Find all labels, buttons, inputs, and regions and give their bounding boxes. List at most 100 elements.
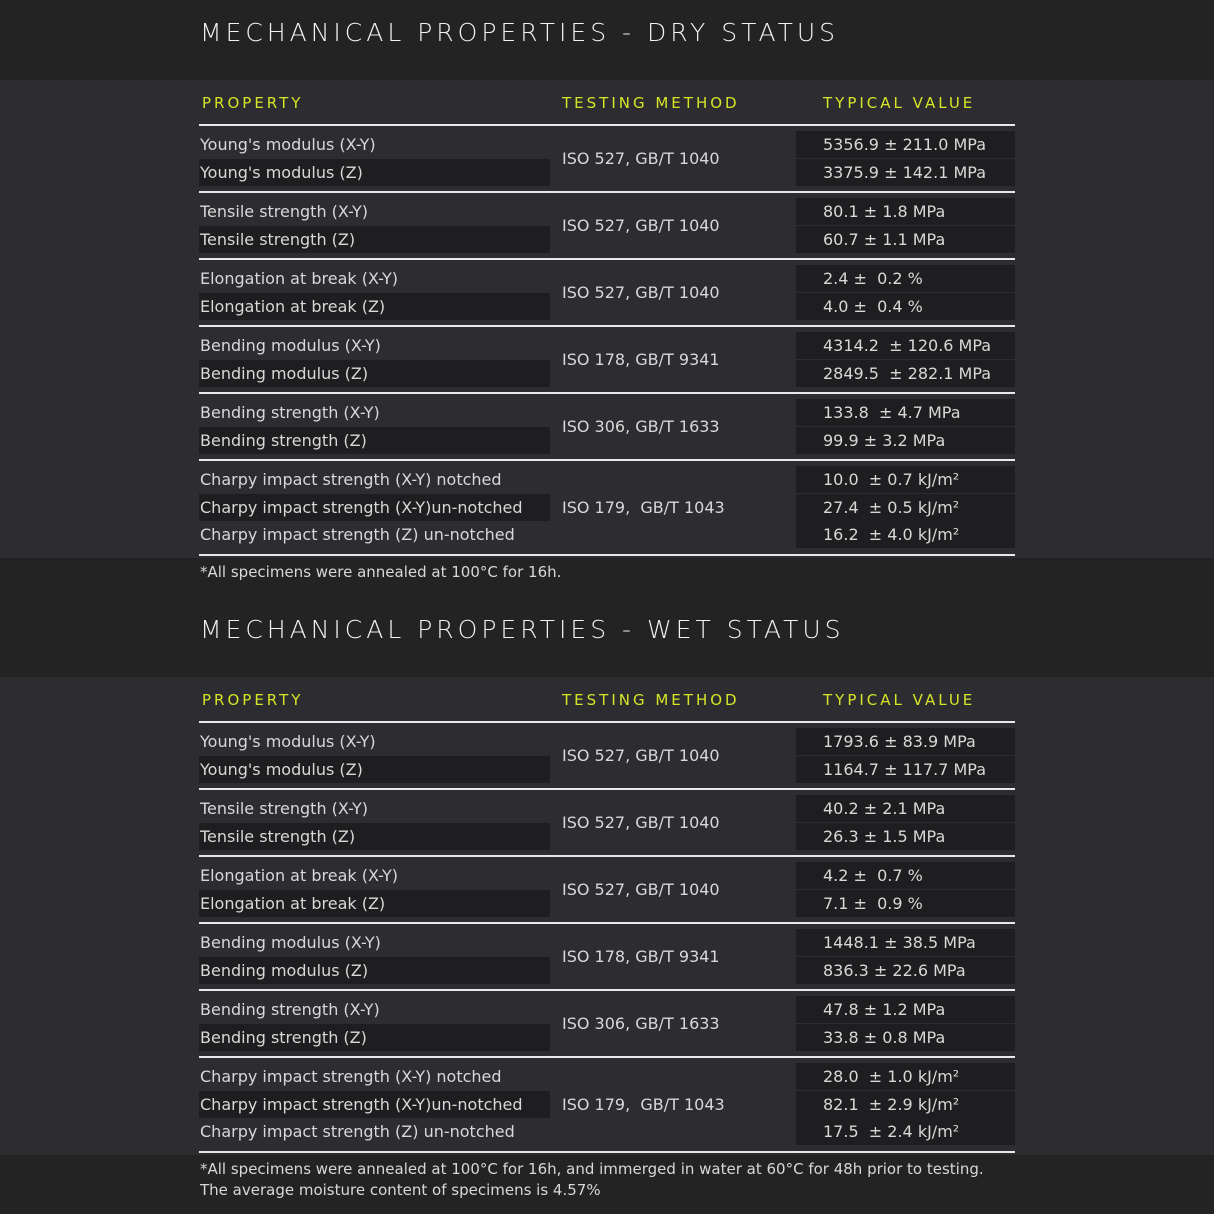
value: 33.8 ± 0.8 MPa [823,1027,946,1047]
value: 47.8 ± 1.2 MPa [823,1000,946,1019]
value-stripe [796,265,1015,292]
value: 2.4 ± 0.2 % [823,269,923,288]
property: Charpy impact strength (X-Y) notched [200,1067,502,1086]
rule [199,124,1015,126]
rule [199,191,1015,193]
method: ISO 306, GB/T 1633 [562,417,720,436]
value: 17.5 ± 2.4 kJ/m² [823,1122,960,1141]
header-value: TYPICAL VALUE [823,94,976,112]
row-stripe [199,225,550,253]
value-stripe [796,493,1015,521]
value-stripe [796,1118,1015,1145]
value-stripe [796,426,1015,454]
rule [199,325,1015,327]
property: Bending modulus (X-Y) [200,336,381,355]
method: ISO 527, GB/T 1040 [562,880,720,899]
property: Young's modulus (Z) [200,759,363,779]
property: Bending strength (Z) [200,430,367,450]
property: Elongation at break (X-Y) [200,866,399,885]
property: Charpy impact strength (Z) un-notched [200,525,515,544]
value-stripe [796,292,1015,320]
value: 82.1 ± 2.9 kJ/m² [823,1094,960,1114]
row-stripe [199,158,550,186]
rule [199,1056,1015,1058]
value: 26.3 ± 1.5 MPa [823,826,946,846]
value-stripe [796,198,1015,225]
section-title: MECHANICAL PROPERTIES - WET STATUS [200,615,845,644]
property: Elongation at break (Z) [200,296,386,316]
row-stripe [199,822,550,850]
property: Bending strength (X-Y) [200,403,380,422]
value: 836.3 ± 22.6 MPa [823,960,966,980]
property: Bending modulus (X-Y) [200,933,381,952]
value: 4.0 ± 0.4 % [823,296,923,316]
value-stripe [796,1023,1015,1051]
value: 5356.9 ± 211.0 MPa [823,135,986,154]
footnote: *All specimens were annealed at 100°C fo… [200,562,562,581]
row-stripe [199,956,550,984]
footnote: *All specimens were annealed at 100°C fo… [200,1159,984,1199]
value-stripe [796,889,1015,917]
rule [199,258,1015,260]
rule [199,989,1015,991]
property: Young's modulus (Z) [200,162,363,182]
header-method: TESTING METHOD [562,94,740,112]
value-stripe [796,956,1015,984]
rule [199,855,1015,857]
value-stripe [796,521,1015,548]
section-title: MECHANICAL PROPERTIES - DRY STATUS [200,18,840,47]
rule [199,922,1015,924]
value-stripe [796,466,1015,493]
row-stripe [199,755,550,783]
value: 2849.5 ± 282.1 MPa [823,363,992,383]
row-stripe [199,889,550,917]
value-stripe [796,399,1015,426]
rule [199,721,1015,723]
value-stripe [796,862,1015,889]
property: Charpy impact strength (X-Y)un-notched [200,497,523,517]
header-property: PROPERTY [202,94,304,112]
value: 60.7 ± 1.1 MPa [823,229,946,249]
property: Charpy impact strength (Z) un-notched [200,1122,515,1141]
value: 27.4 ± 0.5 kJ/m² [823,497,960,517]
value-stripe [796,1063,1015,1090]
property: Bending modulus (Z) [200,363,369,383]
method: ISO 178, GB/T 9341 [562,947,720,966]
header-value: TYPICAL VALUE [823,691,976,709]
method: ISO 179, GB/T 1043 [562,497,725,517]
property: Charpy impact strength (X-Y) notched [200,470,502,489]
value: 133.8 ± 4.7 MPa [823,403,961,422]
value-stripe [796,1090,1015,1118]
value-stripe [796,795,1015,822]
value-stripe [796,755,1015,783]
method: ISO 527, GB/T 1040 [562,746,720,765]
value: 28.0 ± 1.0 kJ/m² [823,1067,960,1086]
row-stripe [199,426,550,454]
value-stripe [796,359,1015,387]
header-property: PROPERTY [202,691,304,709]
property: Bending modulus (Z) [200,960,369,980]
property: Elongation at break (X-Y) [200,269,399,288]
header-method: TESTING METHOD [562,691,740,709]
rule [199,459,1015,461]
value-stripe [796,822,1015,850]
property: Young's modulus (X-Y) [200,135,376,154]
row-stripe [199,359,550,387]
method: ISO 527, GB/T 1040 [562,149,720,168]
row-stripe [199,292,550,320]
property: Young's modulus (X-Y) [200,732,376,751]
property: Tensile strength (Z) [200,229,356,249]
method: ISO 306, GB/T 1633 [562,1014,720,1033]
row-stripe [199,1023,550,1051]
value: 1793.6 ± 83.9 MPa [823,732,976,751]
method: ISO 179, GB/T 1043 [562,1094,725,1114]
value: 40.2 ± 2.1 MPa [823,799,946,818]
property: Bending strength (X-Y) [200,1000,380,1019]
method: ISO 527, GB/T 1040 [562,813,720,832]
rule [199,1150,1015,1153]
value: 3375.9 ± 142.1 MPa [823,162,986,182]
property: Tensile strength (Z) [200,826,356,846]
rule [199,392,1015,394]
value-stripe [796,728,1015,755]
